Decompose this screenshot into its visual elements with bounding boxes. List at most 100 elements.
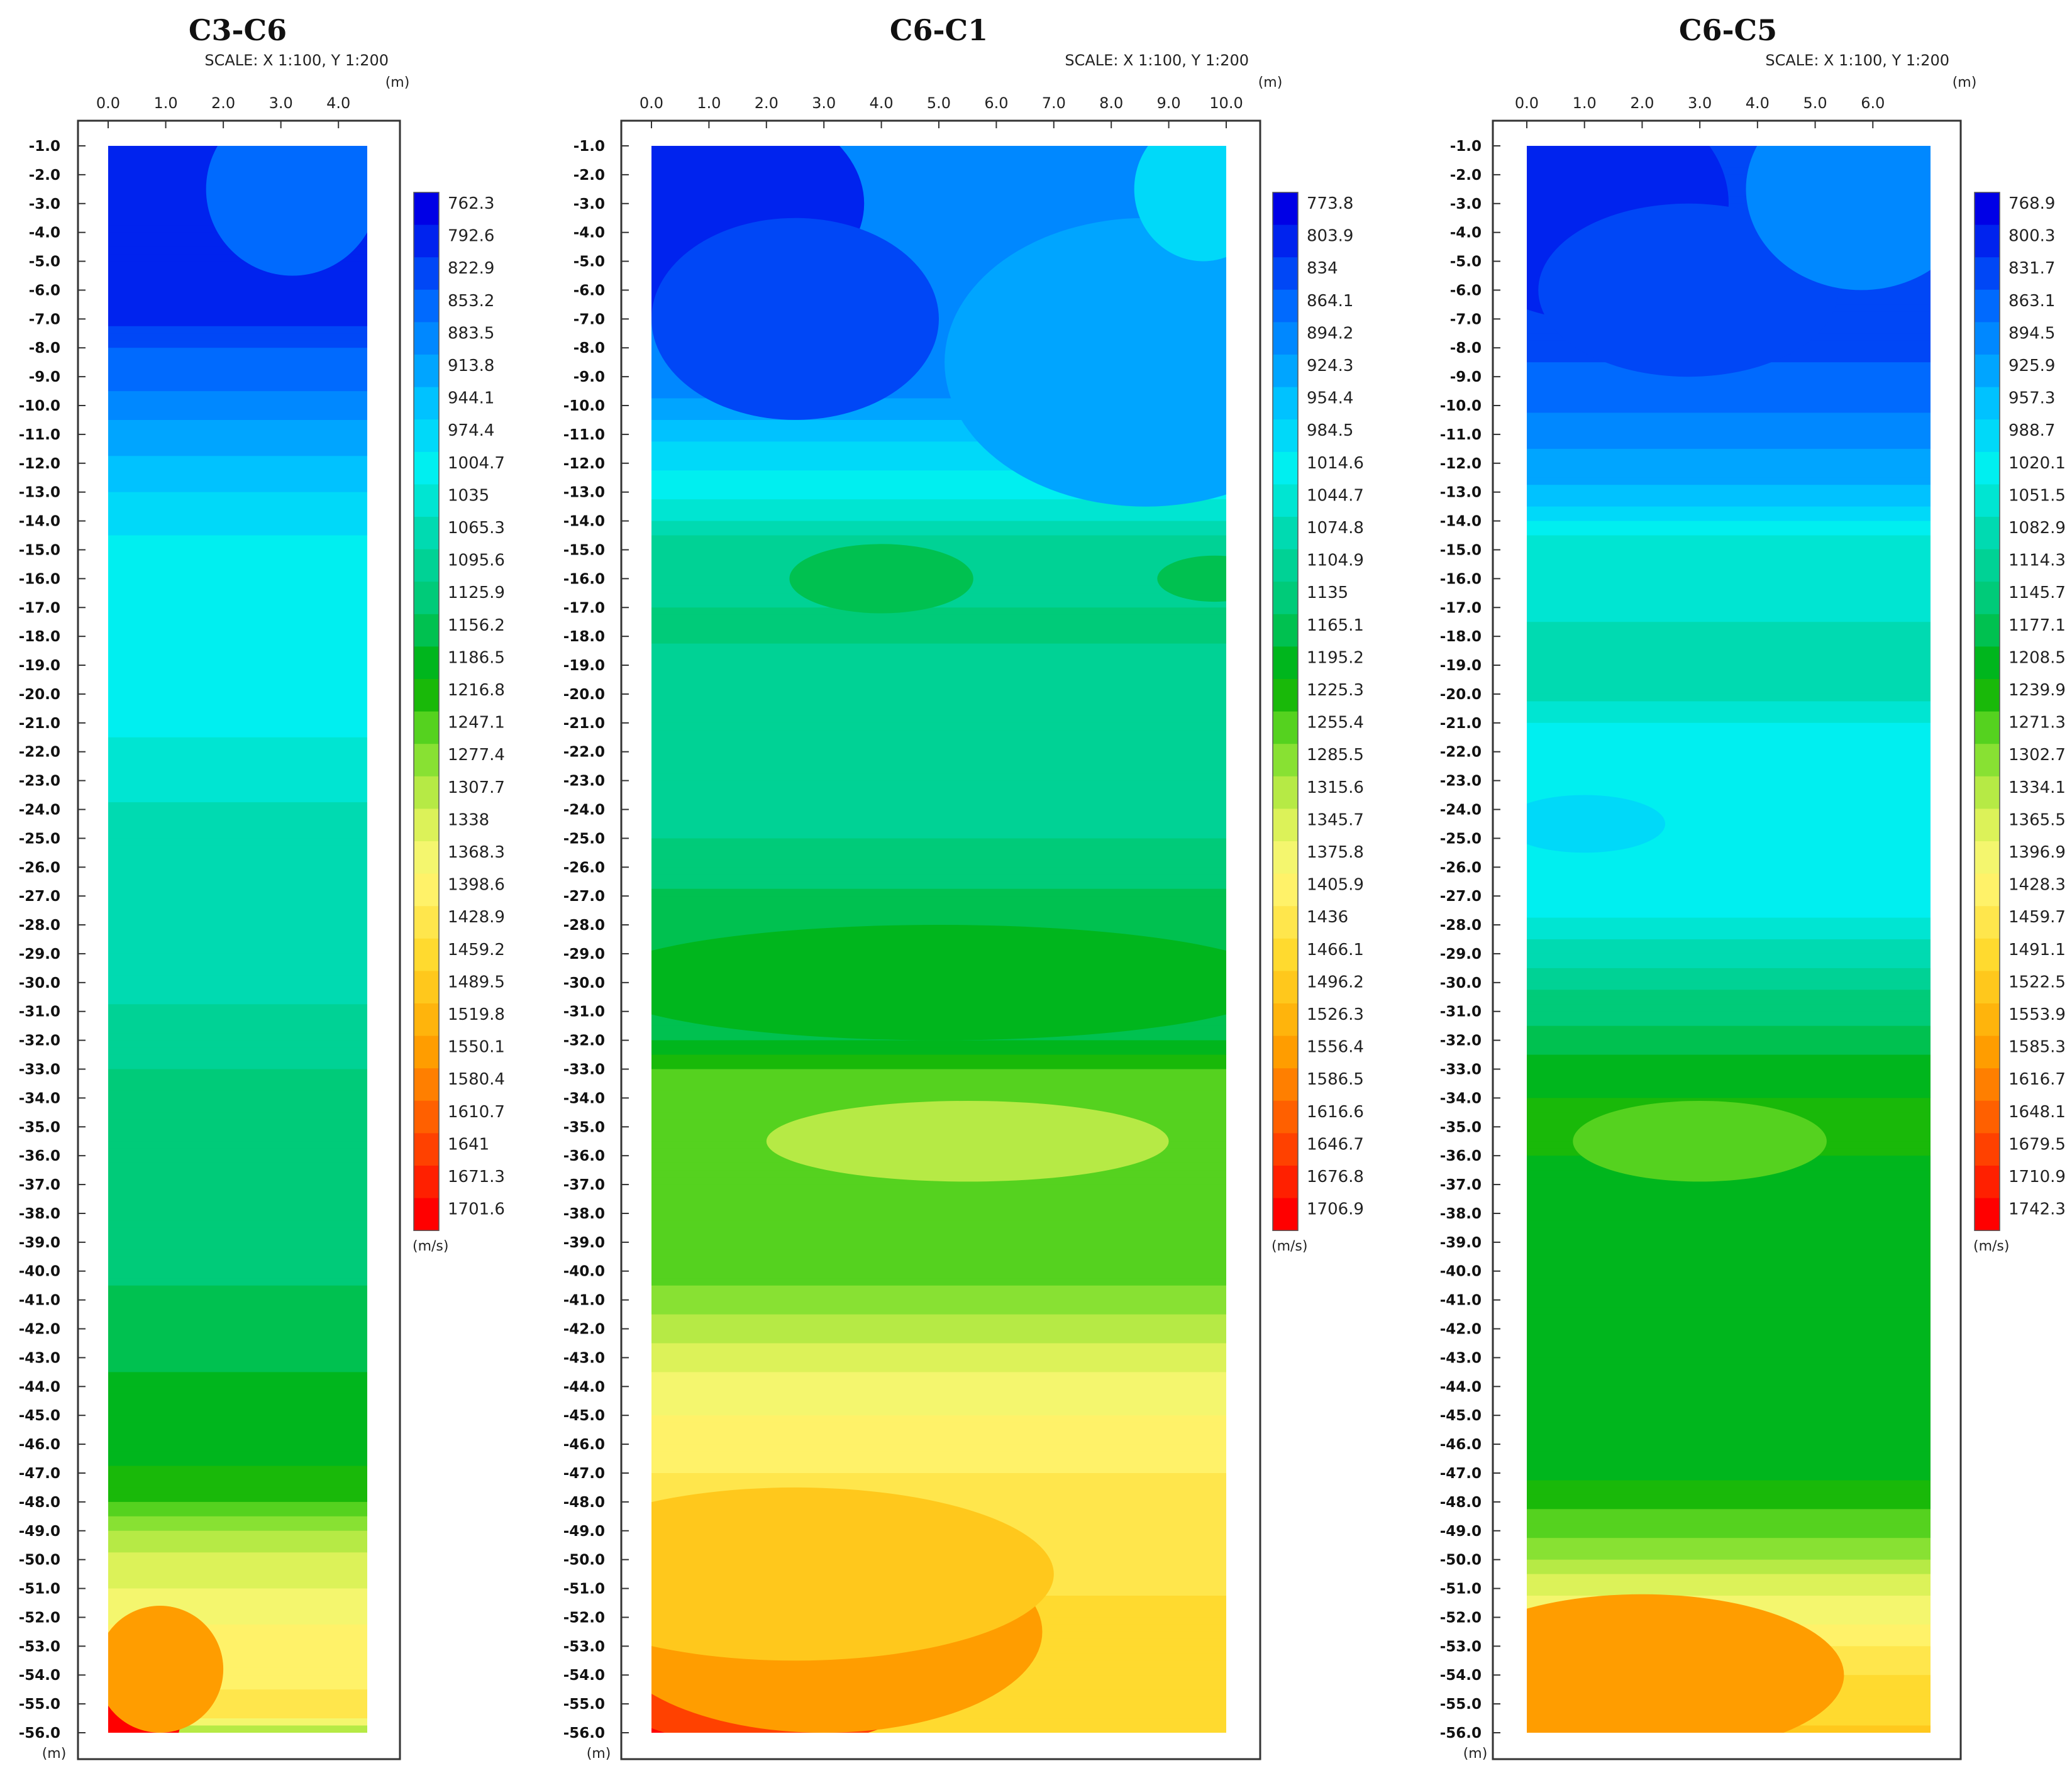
velocity-band bbox=[108, 680, 367, 688]
colorbar-label: 1074.8 bbox=[1307, 519, 1364, 538]
colorbar-label: 1051.5 bbox=[2008, 486, 2066, 505]
colorbar-swatch bbox=[1273, 387, 1298, 420]
colorbar-label: 1526.3 bbox=[1307, 1005, 1364, 1024]
velocity-band bbox=[108, 1025, 367, 1034]
velocity-band bbox=[651, 687, 1226, 695]
velocity-band bbox=[651, 1062, 1226, 1070]
velocity-band bbox=[651, 845, 1226, 854]
velocity-band bbox=[1527, 715, 1931, 724]
y-tick-label: -30.0 bbox=[19, 975, 60, 991]
velocity-band bbox=[108, 1191, 367, 1200]
y-tick-label: -34.0 bbox=[19, 1090, 60, 1107]
velocity-band bbox=[651, 1227, 1226, 1236]
velocity-band bbox=[108, 1047, 367, 1056]
colorbar-swatch bbox=[1273, 1198, 1298, 1231]
velocity-band bbox=[108, 1293, 367, 1301]
y-tick-label: -40.0 bbox=[19, 1264, 60, 1280]
colorbar-swatch bbox=[414, 841, 439, 875]
colorbar-swatch bbox=[1273, 776, 1298, 809]
colorbar-label: 1616.6 bbox=[1307, 1103, 1364, 1122]
velocity-band bbox=[108, 982, 367, 991]
velocity-band bbox=[108, 1430, 367, 1438]
velocity-band bbox=[1527, 1004, 1931, 1012]
velocity-band bbox=[1527, 506, 1931, 515]
y-tick-label: -12.0 bbox=[563, 456, 605, 472]
y-tick-label: -55.0 bbox=[19, 1696, 60, 1713]
velocity-band bbox=[651, 1350, 1226, 1359]
colorbar-label: 1135 bbox=[1307, 583, 1348, 602]
velocity-band bbox=[1527, 1206, 1931, 1214]
velocity-band bbox=[1527, 1322, 1931, 1330]
velocity-band bbox=[1527, 492, 1931, 500]
velocity-anomaly bbox=[1538, 203, 1839, 377]
y-tick-label: -1.0 bbox=[29, 138, 60, 155]
velocity-band bbox=[108, 1062, 367, 1070]
velocity-band bbox=[108, 535, 367, 543]
y-tick-label: -19.0 bbox=[1440, 658, 1482, 674]
velocity-band bbox=[108, 348, 367, 356]
velocity-band bbox=[651, 766, 1226, 775]
colorbar-label: 1489.5 bbox=[448, 973, 505, 991]
colorbar-label: 944.1 bbox=[448, 389, 494, 408]
velocity-band bbox=[108, 456, 367, 464]
colorbar-swatch bbox=[414, 289, 439, 323]
velocity-band bbox=[108, 1300, 367, 1308]
velocity-band bbox=[1527, 556, 1931, 565]
velocity-band bbox=[1527, 1293, 1931, 1301]
velocity-band bbox=[108, 932, 367, 940]
velocity-band bbox=[1527, 961, 1931, 969]
velocity-band bbox=[1527, 549, 1931, 558]
x-tick-label: 3.0 bbox=[269, 94, 293, 112]
y-tick-label: -49.0 bbox=[563, 1523, 605, 1540]
colorbar-swatch bbox=[414, 1068, 439, 1102]
velocity-band bbox=[108, 780, 367, 789]
y-tick-label: -7.0 bbox=[29, 311, 60, 328]
colorbar-label: 1035 bbox=[448, 486, 489, 505]
x-tick-label: 0.0 bbox=[1515, 94, 1539, 112]
velocity-band bbox=[1527, 975, 1931, 983]
y-tick-label: -33.0 bbox=[1440, 1062, 1482, 1078]
colorbar-label: 800.3 bbox=[2008, 227, 2055, 246]
y-tick-label: -47.0 bbox=[19, 1466, 60, 1482]
colorbar-swatch bbox=[1273, 679, 1298, 712]
velocity-band bbox=[1527, 881, 1931, 890]
colorbar-label: 853.2 bbox=[448, 292, 494, 311]
colorbar-label: 1104.9 bbox=[1307, 551, 1364, 570]
colorbar-label: 974.4 bbox=[448, 421, 494, 440]
colorbar-label: 1459.2 bbox=[448, 941, 505, 959]
velocity-band bbox=[1527, 477, 1931, 486]
velocity-band bbox=[651, 1401, 1226, 1409]
x-tick-label: 7.0 bbox=[1042, 94, 1066, 112]
velocity-band bbox=[108, 1235, 367, 1243]
velocity-band bbox=[108, 946, 367, 954]
y-tick-label: -46.0 bbox=[1440, 1437, 1482, 1453]
y-tick-label: -21.0 bbox=[1440, 715, 1482, 732]
y-tick-label: -27.0 bbox=[563, 888, 605, 905]
velocity-band bbox=[108, 1466, 367, 1474]
colorbar-swatch bbox=[1273, 873, 1298, 907]
y-tick-label: -33.0 bbox=[19, 1062, 60, 1078]
velocity-band bbox=[108, 665, 367, 673]
velocity-band bbox=[651, 658, 1226, 666]
velocity-band bbox=[1527, 521, 1931, 529]
y-tick-label: -53.0 bbox=[1440, 1638, 1482, 1655]
y-tick-label: -36.0 bbox=[19, 1148, 60, 1164]
velocity-anomaly bbox=[1573, 1101, 1827, 1182]
velocity-band bbox=[108, 990, 367, 998]
velocity-band bbox=[108, 543, 367, 551]
velocity-band bbox=[108, 896, 367, 904]
y-tick-label: -3.0 bbox=[1450, 196, 1482, 213]
velocity-band bbox=[108, 867, 367, 875]
velocity-band bbox=[108, 1054, 367, 1063]
velocity-band bbox=[651, 701, 1226, 709]
colorbar-label: 1044.7 bbox=[1307, 486, 1364, 505]
y-tick-label: -4.0 bbox=[1450, 225, 1482, 241]
y-tick-label: -56.0 bbox=[1440, 1725, 1482, 1742]
velocity-band bbox=[108, 585, 367, 594]
velocity-band bbox=[651, 1040, 1226, 1049]
velocity-band bbox=[108, 578, 367, 587]
colorbar-swatch bbox=[1273, 1166, 1298, 1199]
velocity-band bbox=[651, 1199, 1226, 1207]
velocity-band bbox=[108, 795, 367, 803]
